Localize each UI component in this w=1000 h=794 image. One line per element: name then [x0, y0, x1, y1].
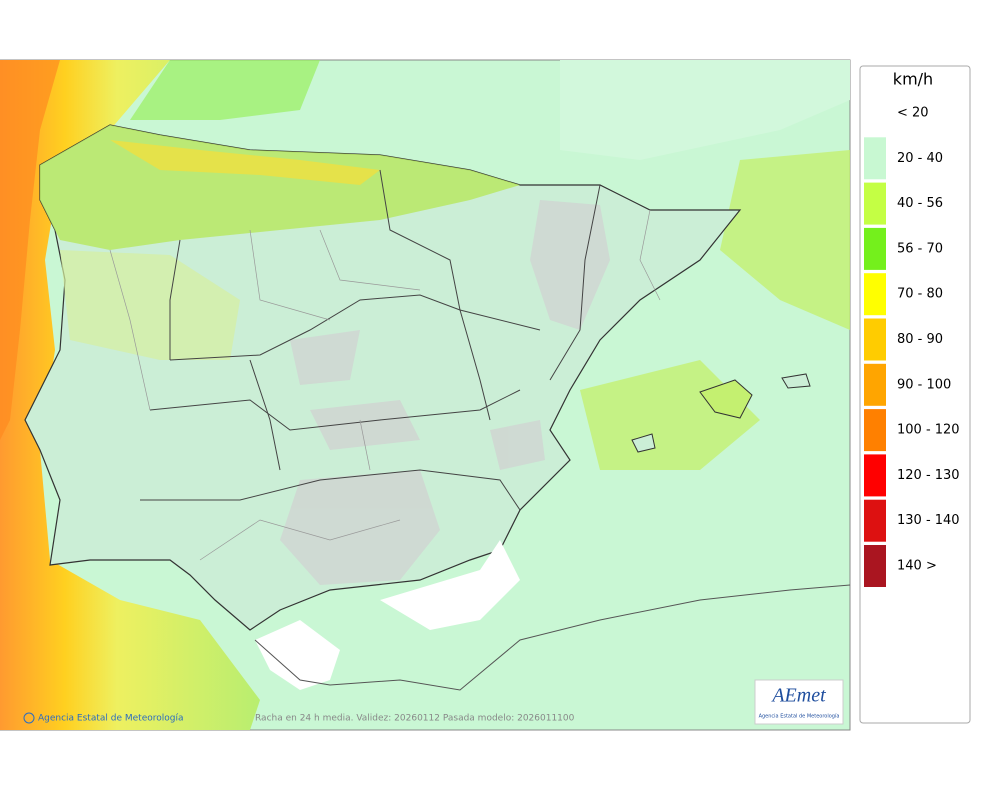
calm-zone [255, 620, 340, 690]
legend-label: 40 - 56 [897, 196, 943, 211]
legend-label: 100 - 120 [897, 423, 960, 438]
caption: Racha en 24 h media. Validez: 20260112 P… [255, 714, 575, 724]
logo-box [754, 679, 844, 725]
legend-unit: km/h [893, 70, 933, 89]
logo: AEmet Agencia Estatal de Meteorología [754, 679, 844, 725]
credit: Agencia Estatal de Meteorología [38, 714, 184, 724]
mallorca [699, 379, 753, 419]
west-wind-zone [60, 250, 240, 360]
legend-swatch [864, 409, 886, 452]
legend: km/h < 20 20 - 40 40 - 56 56 - 70 70 - 80 80 … [859, 65, 971, 724]
legend-swatch [864, 227, 886, 270]
legend-label: 90 - 100 [897, 377, 951, 392]
wind-zone [130, 60, 320, 120]
calm-zone [380, 540, 520, 630]
legend-label: 20 - 40 [897, 151, 943, 166]
legend-swatch [864, 454, 886, 497]
legend-label: 56 - 70 [897, 241, 943, 256]
legend-swatch [864, 92, 886, 134]
legend-swatch [864, 318, 886, 361]
strong-wind-zone [0, 60, 60, 440]
logo-subtitle: Agencia Estatal de Meteorología [759, 713, 840, 720]
legend-label: 70 - 80 [897, 287, 943, 302]
legend-label: 120 - 130 [897, 468, 960, 483]
legend-swatch [864, 182, 886, 225]
ibiza [631, 433, 656, 453]
legend-label: 130 - 140 [897, 513, 960, 528]
legend-swatch [864, 363, 886, 406]
logo-text: AEmet [770, 685, 826, 707]
province-borders [109, 209, 661, 561]
legend-swatch [864, 499, 886, 542]
africa-coast [254, 584, 851, 691]
credit-icon [23, 712, 35, 724]
north-strong-zone [110, 140, 380, 185]
wind-zone [560, 60, 850, 160]
menorca [781, 373, 811, 389]
region-borders [140, 169, 601, 511]
legend-label: 140 > [897, 559, 937, 574]
legend-box [859, 65, 971, 724]
map-frame [0, 59, 851, 731]
legend-swatch [864, 273, 886, 316]
legend-label: 80 - 90 [897, 332, 943, 347]
legend-swatch [864, 545, 886, 587]
wind-zone [720, 150, 850, 330]
legend-label: < 20 [897, 106, 929, 121]
legend-swatch [864, 137, 886, 180]
